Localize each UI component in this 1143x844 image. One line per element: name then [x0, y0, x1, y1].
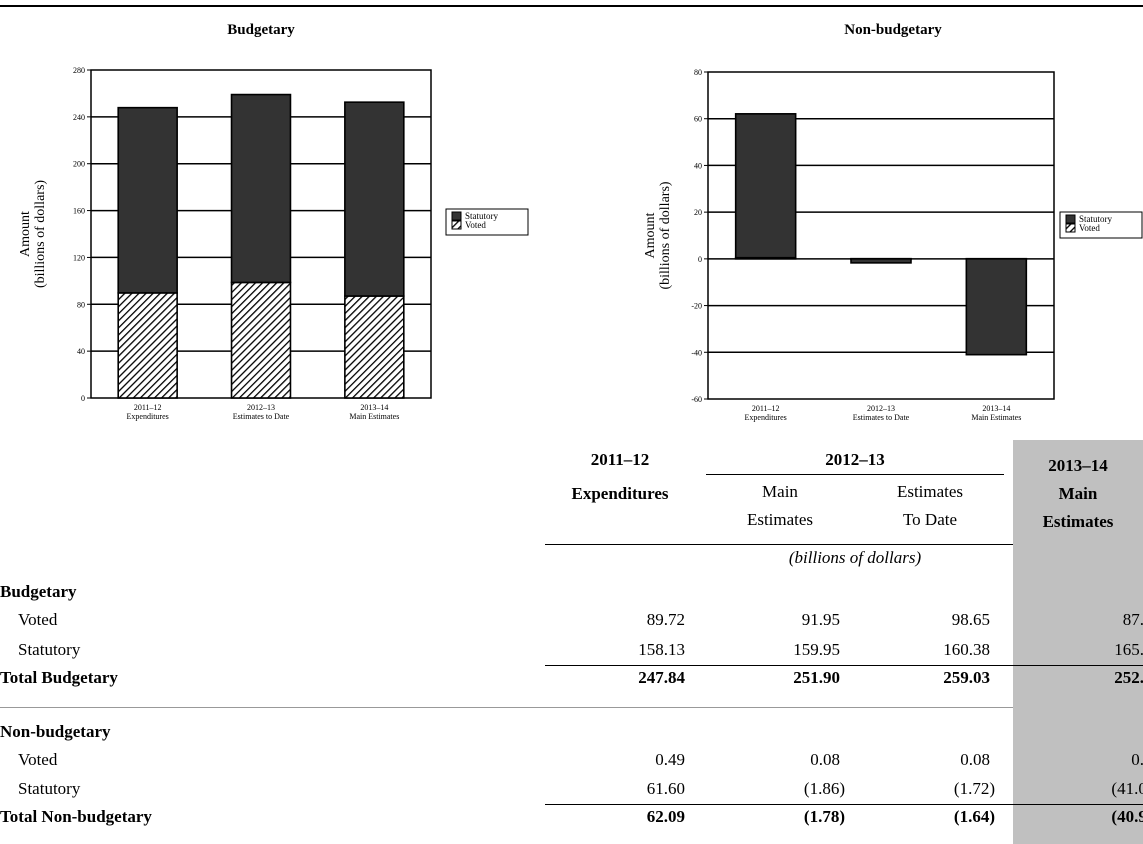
- subtotal-rule: [545, 804, 1143, 805]
- section-divider: [0, 707, 1013, 708]
- bar-voted: [117, 292, 178, 399]
- y-tick-label: 20: [694, 208, 702, 217]
- y-axis-label: Amount(billions of dollars): [643, 181, 673, 289]
- x-category-label: 2012–13 Estimates to Date: [233, 403, 290, 421]
- non-budgetary-heading: Non-budgetary: [0, 722, 111, 741]
- group-year-2012-13: 2012–13: [825, 450, 885, 469]
- value-cell: (1.86): [803, 779, 845, 798]
- shaded-column-2013-14: [1013, 440, 1143, 844]
- col3-line1: Estimates: [896, 482, 964, 501]
- value-cell: 259.03: [943, 668, 990, 687]
- col4-line1: Main: [1058, 484, 1098, 503]
- x-category-label: 2012–13 Estimates to Date: [853, 404, 910, 422]
- value-cell: 159.95: [793, 640, 840, 659]
- y-tick-label: 160: [73, 207, 85, 216]
- non-budgetary-chart: Non-budgetary -60 -40 -20 0 20 40 60 80 Amount(bi…: [643, 22, 1143, 422]
- value-cell: 0.49: [655, 750, 685, 769]
- y-tick-label: 40: [77, 347, 85, 356]
- value-cell: 91.95: [801, 610, 840, 629]
- bar-statutory: [344, 101, 405, 297]
- y-tick-label: 240: [73, 113, 85, 122]
- x-category-label: 2013–14 Main Estimates: [971, 404, 1021, 422]
- chart-title: Budgetary: [227, 22, 295, 38]
- legend-label: Statutory: [465, 211, 498, 221]
- bar-statutory: [230, 93, 292, 284]
- value-cell: (40.95): [1111, 807, 1143, 826]
- value-cell: 0.08: [960, 750, 990, 769]
- value-cell: (41.02): [1111, 779, 1143, 798]
- value-cell: 160.38: [943, 640, 990, 659]
- y-axis-label: Amount(billions of dollars): [18, 180, 48, 288]
- bar-statutory: [850, 258, 912, 264]
- col3-line2: To Date: [902, 510, 958, 529]
- x-category-label: 2013–14 Main Estimates: [349, 403, 399, 421]
- col4-line2: Estimates: [1042, 512, 1114, 531]
- y-tick-label: 280: [73, 66, 85, 75]
- y-tick-label: 0: [698, 255, 702, 264]
- bar-statutory: [117, 106, 178, 294]
- bar-statutory: [734, 113, 797, 259]
- chart-title: Non-budgetary: [844, 22, 942, 38]
- x-category-label: 2011–12 Expenditures: [127, 403, 169, 421]
- row-label: Total Non-budgetary: [0, 807, 152, 826]
- y-tick-label: -20: [691, 302, 702, 311]
- legend-label: Statutory: [1079, 214, 1112, 224]
- units-label: (billions of dollars): [788, 548, 922, 567]
- bar-statutory: [965, 258, 1028, 356]
- charts-area: Budgetary04080120160200240280Amount(bill…: [18, 22, 1143, 422]
- row-label: Statutory: [18, 779, 81, 798]
- y-tick-label: -40: [691, 348, 702, 357]
- subtotal-rule: [545, 665, 1143, 666]
- row-label: Statutory: [18, 640, 81, 659]
- y-tick-label: 120: [73, 253, 85, 262]
- bar-voted: [344, 295, 405, 399]
- y-tick-label: 40: [694, 161, 702, 170]
- value-cell: 251.90: [793, 668, 840, 687]
- col1-label: Expenditures: [571, 484, 669, 503]
- legend-label: Voted: [1079, 223, 1100, 233]
- value-cell: (1.72): [953, 779, 995, 798]
- legend-swatch: [451, 220, 462, 230]
- budgetary-heading: Budgetary: [0, 582, 77, 601]
- row-label: Total Budgetary: [0, 668, 118, 687]
- value-cell: (1.64): [953, 807, 995, 826]
- col2-line2: Estimates: [746, 510, 814, 529]
- value-cell: 61.60: [646, 779, 685, 798]
- row-label: Voted: [18, 610, 58, 629]
- value-cell: 252.54: [1114, 668, 1143, 687]
- y-tick-label: 200: [73, 160, 85, 169]
- y-tick-label: 80: [77, 300, 85, 309]
- value-cell: 0.08: [810, 750, 840, 769]
- value-cell: 98.65: [951, 610, 990, 629]
- top-rule: [0, 5, 1143, 7]
- legend-swatch: [451, 211, 462, 221]
- col4-year: 2013–14: [1048, 456, 1108, 475]
- group-underline: [706, 474, 1004, 475]
- value-cell: 62.09: [646, 807, 685, 826]
- value-cell: 87.06: [1122, 610, 1143, 629]
- y-tick-label: -60: [691, 395, 702, 404]
- value-cell: 158.13: [638, 640, 685, 659]
- header-rule: [545, 544, 1013, 545]
- value-cell: 89.72: [646, 610, 685, 629]
- value-cell: 165.48: [1114, 640, 1143, 659]
- value-cell: 0.07: [1131, 750, 1143, 769]
- legend-label: Voted: [465, 220, 486, 230]
- legend-swatch: [1065, 214, 1076, 224]
- value-cell: 247.84: [638, 668, 685, 687]
- estimates-table: 2011–12 Expenditures 2012–13 Main Estima…: [0, 440, 1143, 844]
- value-cell: (1.78): [803, 807, 845, 826]
- bar-voted: [230, 281, 292, 399]
- y-tick-label: 0: [81, 394, 85, 403]
- y-tick-label: 80: [694, 68, 702, 77]
- budgetary-chart: Budgetary 0 40 80 120 160 200 240 280 Amount(bill…: [18, 22, 529, 421]
- col1-year: 2011–12: [590, 450, 650, 469]
- legend-swatch: [1065, 223, 1076, 233]
- y-tick-label: 60: [694, 115, 702, 124]
- col2-line1: Main: [762, 482, 798, 501]
- x-category-label: 2011–12 Expenditures: [745, 404, 787, 422]
- row-label: Voted: [18, 750, 58, 769]
